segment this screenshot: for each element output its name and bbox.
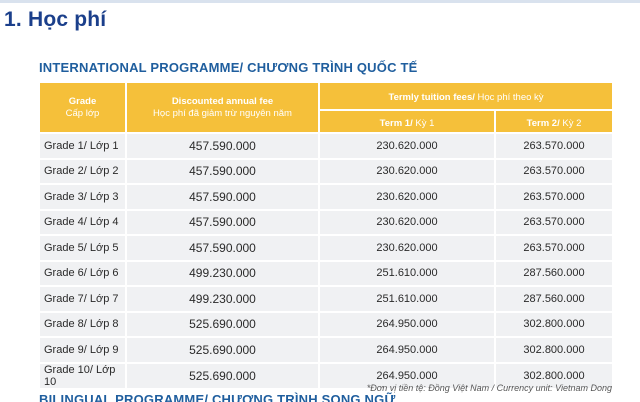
grade-cell: Grade 4/ Lớp 4 — [38, 208, 127, 236]
next-programme-title: BILINGUAL PROGRAMME/ CHƯƠNG TRÌNH SONG N… — [39, 392, 396, 402]
annual-fee-cell: 525.690.000 — [125, 336, 320, 364]
annual-fee-cell: 457.590.000 — [125, 132, 320, 160]
table-row: Grade 9/ Lớp 9 525.690.000 264.950.000 3… — [38, 336, 614, 364]
annual-fee-cell: 457.590.000 — [125, 183, 320, 211]
term2-fee-cell: 302.800.000 — [494, 361, 614, 390]
top-divider — [0, 0, 640, 3]
annual-fee-cell: 499.230.000 — [125, 259, 320, 287]
annual-fee-header-en: Discounted annual fee — [171, 95, 274, 107]
table-row: Grade 3/ Lớp 3 457.590.000 230.620.000 2… — [38, 183, 614, 211]
term1-fee-cell: 264.950.000 — [318, 310, 496, 338]
term2-fee-cell: 263.570.000 — [494, 132, 614, 160]
grade-header: Grade Cấp lớp — [38, 81, 127, 134]
term1-fee-cell: 230.620.000 — [318, 208, 496, 236]
annual-fee-cell: 457.590.000 — [125, 234, 320, 262]
grade-cell: Grade 8/ Lớp 8 — [38, 310, 127, 338]
table-row: Grade 10/ Lớp 10 525.690.000 264.950.000… — [38, 361, 614, 390]
annual-fee-cell: 525.690.000 — [125, 310, 320, 338]
term1-fee-cell: 230.620.000 — [318, 157, 496, 185]
term1-fee-cell: 230.620.000 — [318, 132, 496, 160]
term2-fee-cell: 287.560.000 — [494, 285, 614, 313]
term2-fee-cell: 302.800.000 — [494, 336, 614, 364]
term1-fee-cell: 230.620.000 — [318, 234, 496, 262]
annual-fee-cell: 499.230.000 — [125, 285, 320, 313]
term1-header-vi: Kỳ 1 — [412, 117, 435, 129]
annual-fee-header: Discounted annual fee Học phí đã giảm tr… — [125, 81, 320, 134]
table-subheader-row: Term 1/ Kỳ 1 Term 2/ Kỳ 2 — [39, 109, 614, 134]
term2-fee-cell: 263.570.000 — [494, 208, 614, 236]
termly-header-vi: Học phí theo kỳ — [474, 92, 544, 103]
table-row: Grade 8/ Lớp 8 525.690.000 264.950.000 3… — [38, 310, 614, 338]
grade-cell: Grade 2/ Lớp 2 — [38, 157, 127, 185]
grade-cell: Grade 1/ Lớp 1 — [38, 132, 127, 160]
grade-cell: Grade 10/ Lớp 10 — [38, 361, 127, 390]
term2-header: Term 2/ Kỳ 2 — [494, 109, 614, 134]
section-title: 1. Học phí — [4, 8, 107, 31]
grade-cell: Grade 3/ Lớp 3 — [38, 183, 127, 211]
grade-cell: Grade 6/ Lớp 6 — [38, 259, 127, 287]
currency-note: *Đơn vị tiền tệ: Đồng Việt Nam / Currenc… — [366, 383, 612, 393]
term1-fee-cell: 264.950.000 — [318, 361, 496, 390]
term1-fee-cell: 230.620.000 — [318, 183, 496, 211]
programme-title: INTERNATIONAL PROGRAMME/ CHƯƠNG TRÌNH QU… — [39, 60, 418, 75]
term1-fee-cell: 264.950.000 — [318, 336, 496, 364]
grade-cell: Grade 5/ Lớp 5 — [38, 234, 127, 262]
tuition-table: Grade Cấp lớp Discounted annual fee Học … — [38, 81, 614, 390]
table-row: Grade 1/ Lớp 1 457.590.000 230.620.000 2… — [38, 132, 614, 160]
term2-fee-cell: 302.800.000 — [494, 310, 614, 338]
table-row: Grade 2/ Lớp 2 457.590.000 230.620.000 2… — [38, 157, 614, 185]
term2-fee-cell: 263.570.000 — [494, 183, 614, 211]
table-header-row: Grade Cấp lớp Discounted annual fee Học … — [38, 81, 614, 134]
term2-fee-cell: 287.560.000 — [494, 259, 614, 287]
annual-fee-cell: 457.590.000 — [125, 157, 320, 185]
annual-fee-cell: 525.690.000 — [125, 361, 320, 390]
grade-header-en: Grade — [68, 95, 97, 107]
term2-fee-cell: 263.570.000 — [494, 234, 614, 262]
term2-fee-cell: 263.570.000 — [494, 157, 614, 185]
table-row: Grade 5/ Lớp 5 457.590.000 230.620.000 2… — [38, 234, 614, 262]
termly-fees-header: Termly tuition fees/ Học phí theo kỳ — [318, 81, 614, 111]
grade-header-vi: Cấp lớp — [65, 107, 100, 119]
grade-cell: Grade 7/ Lớp 7 — [38, 285, 127, 313]
term2-header-vi: Kỳ 2 — [559, 117, 582, 129]
term1-fee-cell: 251.610.000 — [318, 285, 496, 313]
grade-cell: Grade 9/ Lớp 9 — [38, 336, 127, 364]
table-row: Grade 4/ Lớp 4 457.590.000 230.620.000 2… — [38, 208, 614, 236]
table-row: Grade 6/ Lớp 6 499.230.000 251.610.000 2… — [38, 259, 614, 287]
term2-header-en: Term 2/ — [526, 117, 560, 129]
term1-header: Term 1/ Kỳ 1 — [318, 109, 496, 134]
annual-fee-header-vi: Học phí đã giảm trừ nguyên năm — [153, 107, 292, 119]
term1-header-en: Term 1/ — [379, 117, 413, 129]
termly-header-en: Termly tuition fees/ — [388, 92, 475, 103]
table-row: Grade 7/ Lớp 7 499.230.000 251.610.000 2… — [38, 285, 614, 313]
annual-fee-cell: 457.590.000 — [125, 208, 320, 236]
term1-fee-cell: 251.610.000 — [318, 259, 496, 287]
